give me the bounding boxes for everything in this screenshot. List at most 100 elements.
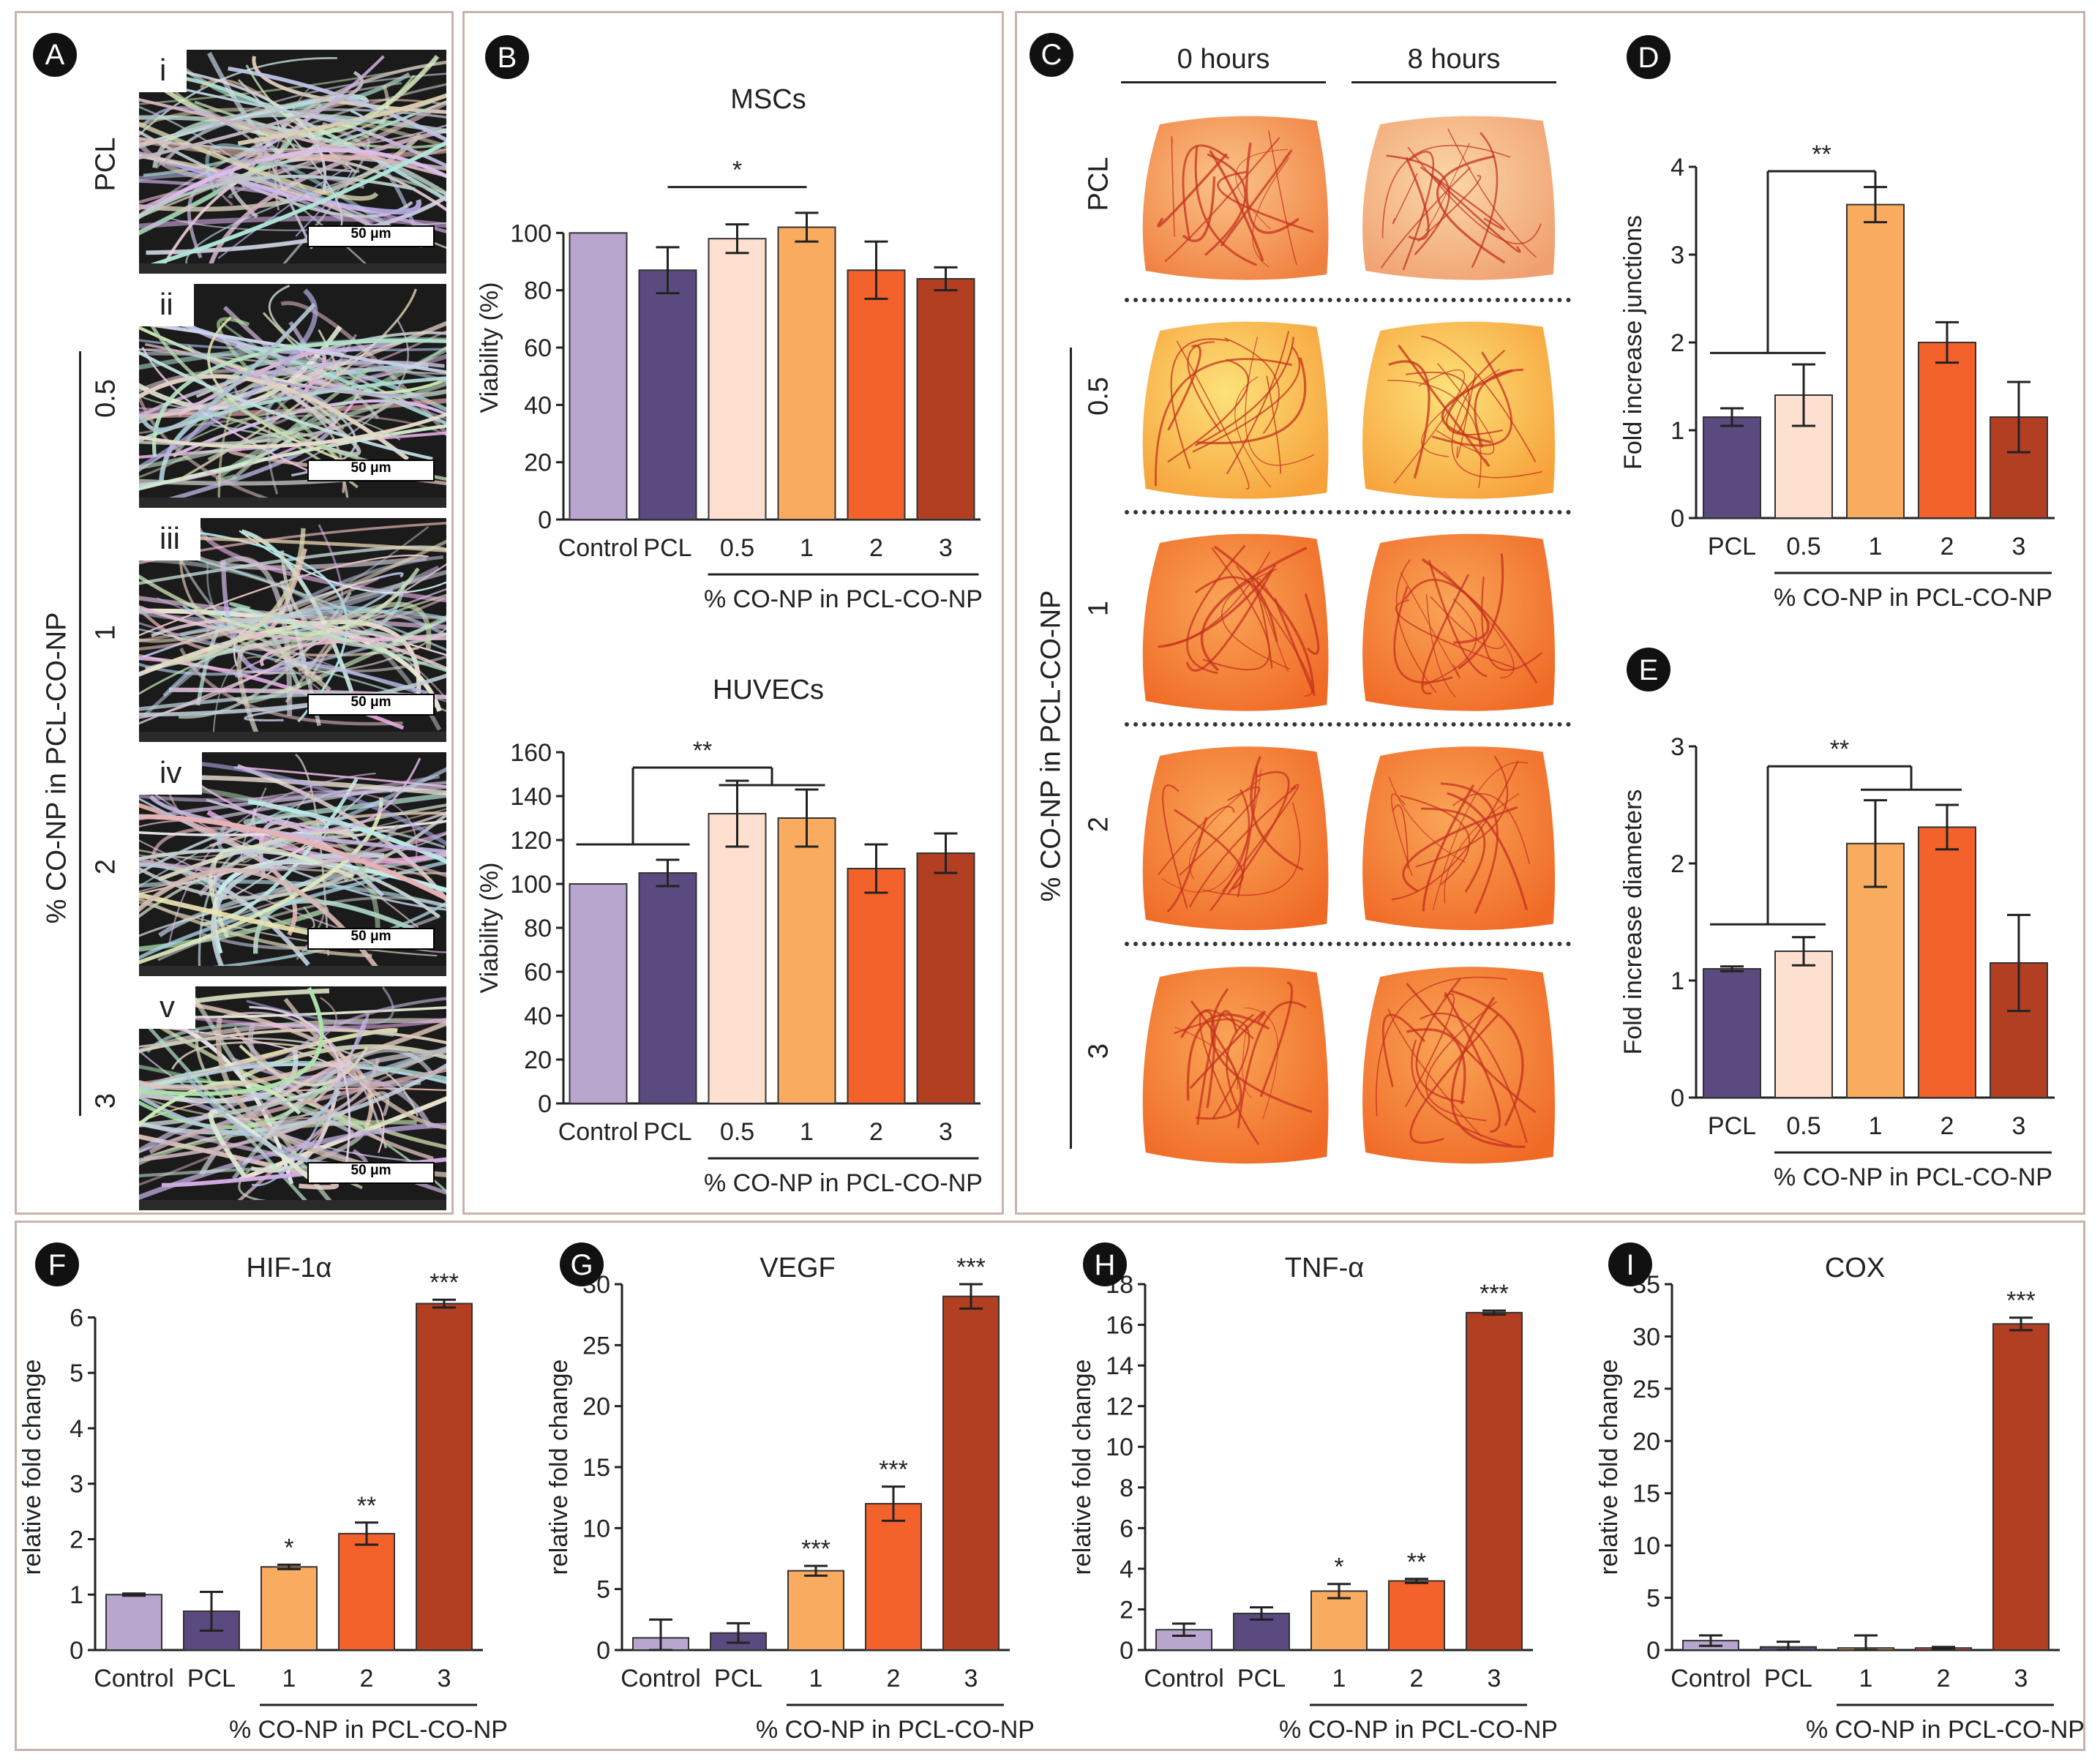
sem-image: iv 50 μm [139,752,446,976]
significance-label: ** [693,737,712,765]
fiber [245,64,416,133]
x-tick-label: 3 [438,1665,451,1692]
fiber [139,824,400,872]
x-tick-label: 0.5 [720,534,754,562]
blood-vessel [1199,1009,1254,1112]
x-tick-label: 2 [1410,1665,1424,1692]
y-tick-label: 60 [524,959,552,986]
blood-vessel [1450,996,1526,1148]
bar [847,868,906,1104]
blood-vessel [1187,341,1222,432]
fiber [139,1063,446,1095]
x-tick-label: PCL [1237,1665,1286,1692]
fiber [139,797,383,964]
significance-star: *** [801,1535,830,1563]
fiber [139,1122,446,1201]
y-tick-label: 2 [70,1526,83,1553]
blood-vessel [1268,130,1297,265]
fiber [139,1087,446,1123]
fiber [139,522,446,565]
fiber [161,528,306,667]
fiber [228,66,446,143]
y-tick-label: 8 [1120,1474,1133,1502]
x-axis-label: % CO-NP in PCL-CO-NP [1774,1163,2052,1191]
y-axis-label: relative fold change [1595,1360,1623,1575]
bar [1774,951,1833,1098]
y-tick-label: 60 [524,334,552,362]
significance-star: ** [357,1492,376,1520]
fiber [236,642,331,737]
fiber [139,567,420,637]
fiber [139,392,292,508]
significance-star: * [1334,1553,1343,1581]
fiber [139,148,446,220]
x-axis-label: % CO-NP in PCL-CO-NP [229,1716,508,1744]
y-tick-label: 0 [1646,1637,1660,1665]
blood-vessel [1158,806,1235,875]
blood-vessel [1226,1013,1260,1145]
x-tick-label: 3 [2012,533,2026,561]
y-tick-label: 20 [1632,1428,1660,1455]
blood-vessel [1456,373,1477,459]
fiber [139,803,298,936]
chart-b-bottom: HUVECs 0 20 40 60 80 100 120 140 160 Viability (%)… [476,675,983,1197]
fiber [139,121,379,201]
blood-vessel [1388,360,1430,479]
y-tick-label: 5 [1646,1585,1660,1613]
x-tick-label: 3 [2012,1112,2026,1140]
x-tick-label: 1 [1332,1665,1346,1692]
chart-f: HIF-1α 0 1 2 3 4 5 6 relative fold change Control… [18,1253,508,1744]
x-tick-label: Control [1670,1665,1751,1692]
scale-bar: 50 μm [307,1162,435,1184]
cam-header-underline [1121,81,1326,83]
blood-vessel [1194,337,1294,446]
blood-vessel [1431,351,1512,447]
y-tick-label: 25 [582,1332,610,1360]
blood-vessel [1425,1001,1497,1122]
cam-column-header: 8 hours [1407,44,1501,75]
cam-membrane [1362,533,1556,711]
fiber [139,108,446,149]
sem-info-bar [139,263,446,274]
x-tick-label: PCL [1708,1112,1756,1140]
cam-membrane [1142,746,1329,931]
blood-vessel [1471,132,1499,269]
x-tick-label: 2 [869,1118,883,1146]
cam-row-separator [1125,298,1571,302]
y-axis-label: Viability (%) [476,282,503,413]
cam-header-underline [1351,81,1556,83]
y-tick-label: 120 [510,827,552,855]
blood-vessel [1458,553,1504,670]
blood-vessel [1391,760,1519,901]
y-tick-label: 14 [1106,1352,1133,1380]
blood-vessel [1395,599,1515,670]
significance-label: ** [1830,735,1849,763]
fiber [139,1080,301,1127]
x-tick-label: 1 [1859,1665,1873,1692]
y-tick-label: 4 [1670,154,1684,181]
fiber [139,351,446,383]
bar [1388,1580,1445,1652]
fiber [139,374,410,461]
blood-vessel [1411,1039,1512,1147]
blood-vessel [1196,1010,1238,1125]
blood-vessel [1428,560,1488,678]
fiber [139,673,446,717]
sem-roman-label: i [139,50,187,92]
fiber-texture [139,754,446,976]
y-tick-label: 4 [1120,1556,1133,1583]
bar [416,1302,473,1651]
fiber [285,660,429,695]
x-tick-label: 1 [1869,1112,1883,1140]
blood-vessel [1185,564,1277,672]
y-tick-label: 15 [1632,1480,1660,1508]
x-tick-label: 2 [360,1665,374,1692]
x-axis-label: % CO-NP in PCL-CO-NP [704,1169,983,1197]
x-tick-label: Control [94,1665,174,1692]
blood-vessel [1444,792,1520,904]
fiber [139,216,446,229]
panel-letter: D [1638,42,1660,74]
y-tick-label: 80 [524,277,552,305]
blood-vessel [1190,1000,1242,1120]
